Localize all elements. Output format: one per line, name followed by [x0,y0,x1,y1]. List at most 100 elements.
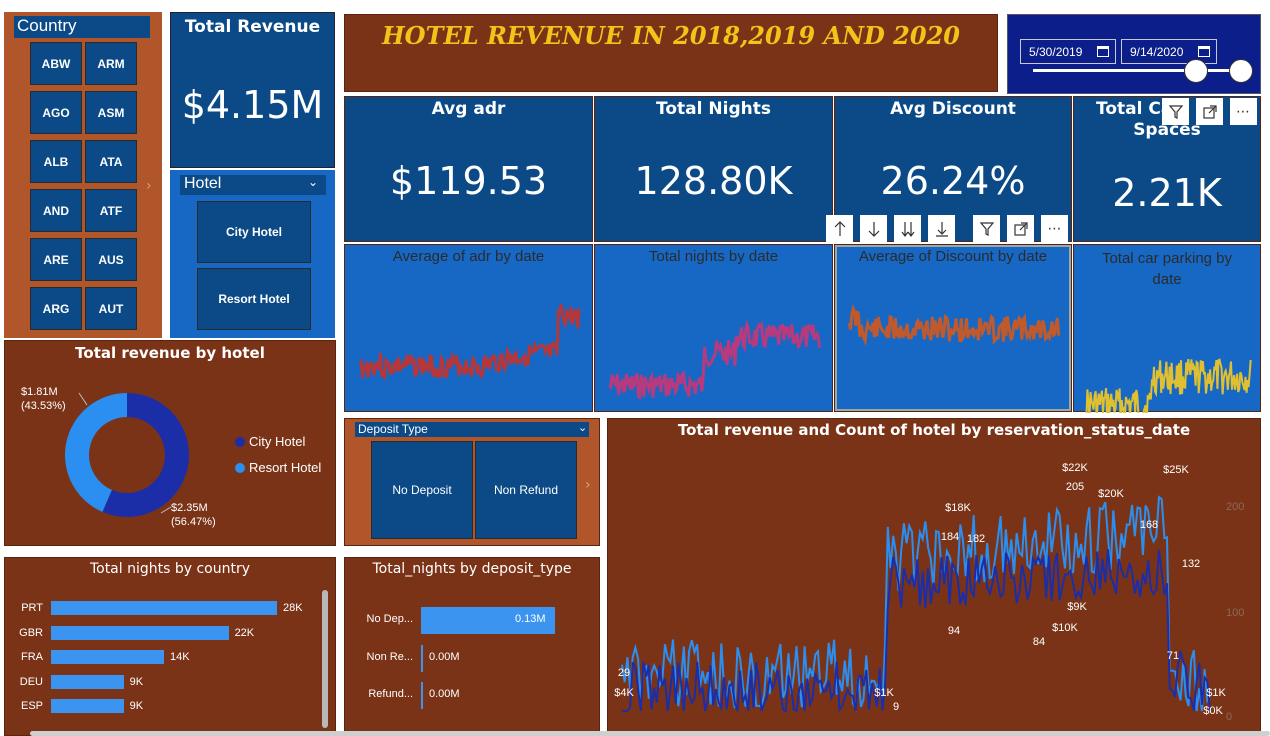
country-option-arm[interactable]: ARM [85,42,137,85]
adr-line [358,304,581,382]
bar-deposit-2[interactable] [421,682,423,709]
data-label: $22K [1062,462,1088,474]
y2-tick: 0 [1226,711,1233,723]
bar-value-label: 28K [283,602,303,614]
country-option-alb[interactable]: ALB [30,140,82,183]
bar-value-label: 0.13M [515,613,546,625]
end-date-value: 9/14/2020 [1130,45,1184,59]
kpi-title: Avg Discount [890,99,1016,119]
country-option-aut[interactable]: AUT [85,287,137,330]
kpi-title: Avg adr [431,99,506,119]
bar-gbr[interactable] [51,625,229,640]
mini-chart-discount[interactable]: Average of Discount by date [834,244,1072,412]
data-label: 71 [1166,650,1180,662]
chevron-right-icon[interactable]: › [146,178,152,194]
sort-descending-icon[interactable] [860,215,887,242]
mini-chart-adr[interactable]: Average of adr by date [344,244,593,412]
more-options-icon[interactable]: ⋯ [1230,98,1257,125]
mini-chart-nights[interactable]: Total nights by date [594,244,833,412]
hotel-option-city[interactable]: City Hotel [197,201,311,263]
legend-item-resort[interactable]: Resort Hotel [235,460,321,475]
kpi-value: 26.24% [880,159,1026,203]
donut-slice-city[interactable] [102,393,190,517]
country-option-arg[interactable]: ARG [30,287,82,330]
report-title-banner: HOTEL REVENUE IN 2018,2019 AND 2020 [344,14,998,92]
chevron-down-icon[interactable]: ⌄ [308,175,319,189]
bar-deposit-0[interactable] [421,607,555,634]
scrollbar[interactable] [322,590,328,728]
country-option-abw[interactable]: ABW [30,42,82,85]
legend-item-city[interactable]: City Hotel [235,434,305,449]
nights-line [608,319,822,400]
legend-label: Resort Hotel [249,460,322,475]
bar-category-label: PRT [21,602,43,614]
data-label: $9K [1067,601,1087,613]
deposit-slicer: Deposit Type ⌄ No Deposit Non Refund › [344,418,600,546]
bar-fra[interactable] [51,650,164,664]
drill-down-icon[interactable] [928,215,955,242]
calendar-icon[interactable] [1198,46,1210,57]
filter-icon[interactable] [973,215,1000,242]
data-label: 184 [940,531,960,543]
more-options-icon[interactable]: ⋯ [1041,215,1068,242]
deposit-option-no-deposit[interactable]: No Deposit [371,441,473,539]
bar-esp[interactable] [51,699,124,713]
data-label: $10K [1052,622,1078,634]
deposit-slicer-title: Deposit Type [355,422,589,437]
range-handle-end[interactable] [1229,59,1253,83]
country-option-atf[interactable]: ATF [85,189,137,232]
end-date-input[interactable]: 9/14/2020 [1121,39,1217,64]
calendar-icon[interactable] [1097,46,1109,57]
page-scrollbar[interactable] [30,731,1270,736]
country-slicer: Country ABW ARM AGO ASM ALB ATA AND ATF ARE AUS AR… [4,12,162,338]
range-handle-start[interactable] [1184,59,1208,83]
revenue-count-panel: Total revenue and Count of hotel by rese… [607,418,1261,736]
start-date-input[interactable]: 5/30/2019 [1020,39,1116,64]
data-label: 182 [966,533,986,545]
bar-category-label: Refund... [368,688,413,700]
country-option-ata[interactable]: ATA [85,140,137,183]
donut-chart[interactable] [5,341,337,547]
bar-category-label: ESP [20,700,43,712]
data-label: 29 [617,667,631,679]
data-label: $25K [1163,464,1189,476]
chart-title: Total_nights by deposit_type [372,561,572,577]
country-slicer-title: Country [14,16,150,38]
filter-icon[interactable] [1162,98,1189,125]
deposit-option-non-refund[interactable]: Non Refund [475,441,577,539]
bar-prt[interactable] [51,601,277,615]
chart-title: Average of Discount by date [858,248,1048,265]
donut-chart-panel: Total revenue by hotel $1.81M (43.53%) $… [4,340,336,546]
leader-line [78,392,88,406]
chevron-right-icon[interactable]: › [585,477,591,493]
total-revenue-value: $4.15M [181,83,324,127]
country-option-asm[interactable]: ASM [85,91,137,134]
bar-deposit-1[interactable] [421,644,423,672]
parking-line [1085,358,1252,413]
sort-ascending-icon[interactable] [826,215,853,242]
expand-all-down-icon[interactable] [894,215,921,242]
chevron-down-icon[interactable]: ⌄ [578,421,588,434]
country-option-aus[interactable]: AUS [85,238,137,281]
country-option-are[interactable]: ARE [30,238,82,281]
revenue-count-chart[interactable] [608,419,1262,736]
chart-title: Total nights by date [648,248,779,265]
focus-mode-icon[interactable] [1007,215,1034,242]
bar-category-label: FRA [21,651,43,663]
hotel-option-resort[interactable]: Resort Hotel [197,268,311,330]
hotel-slicer-title: Hotel [180,175,326,195]
country-option-and[interactable]: AND [30,189,82,232]
country-option-ago[interactable]: AGO [30,91,82,134]
data-label: 94 [947,625,961,637]
date-slicer: 5/30/2019 9/14/2020 [1007,14,1261,94]
donut-slice-resort[interactable] [65,393,127,512]
bar-value-label: 0.00M [429,688,460,700]
mini-chart-parking[interactable]: Total car parking by date [1073,244,1261,413]
discount-line [847,303,1061,347]
date-range-track [1033,69,1243,72]
data-label: $18K [945,502,971,514]
focus-mode-icon[interactable] [1196,98,1223,125]
kpi-card-total-nights: Total Nights 128.80K [594,96,833,242]
bar-deu[interactable] [51,674,124,689]
data-label: 9 [892,701,900,713]
